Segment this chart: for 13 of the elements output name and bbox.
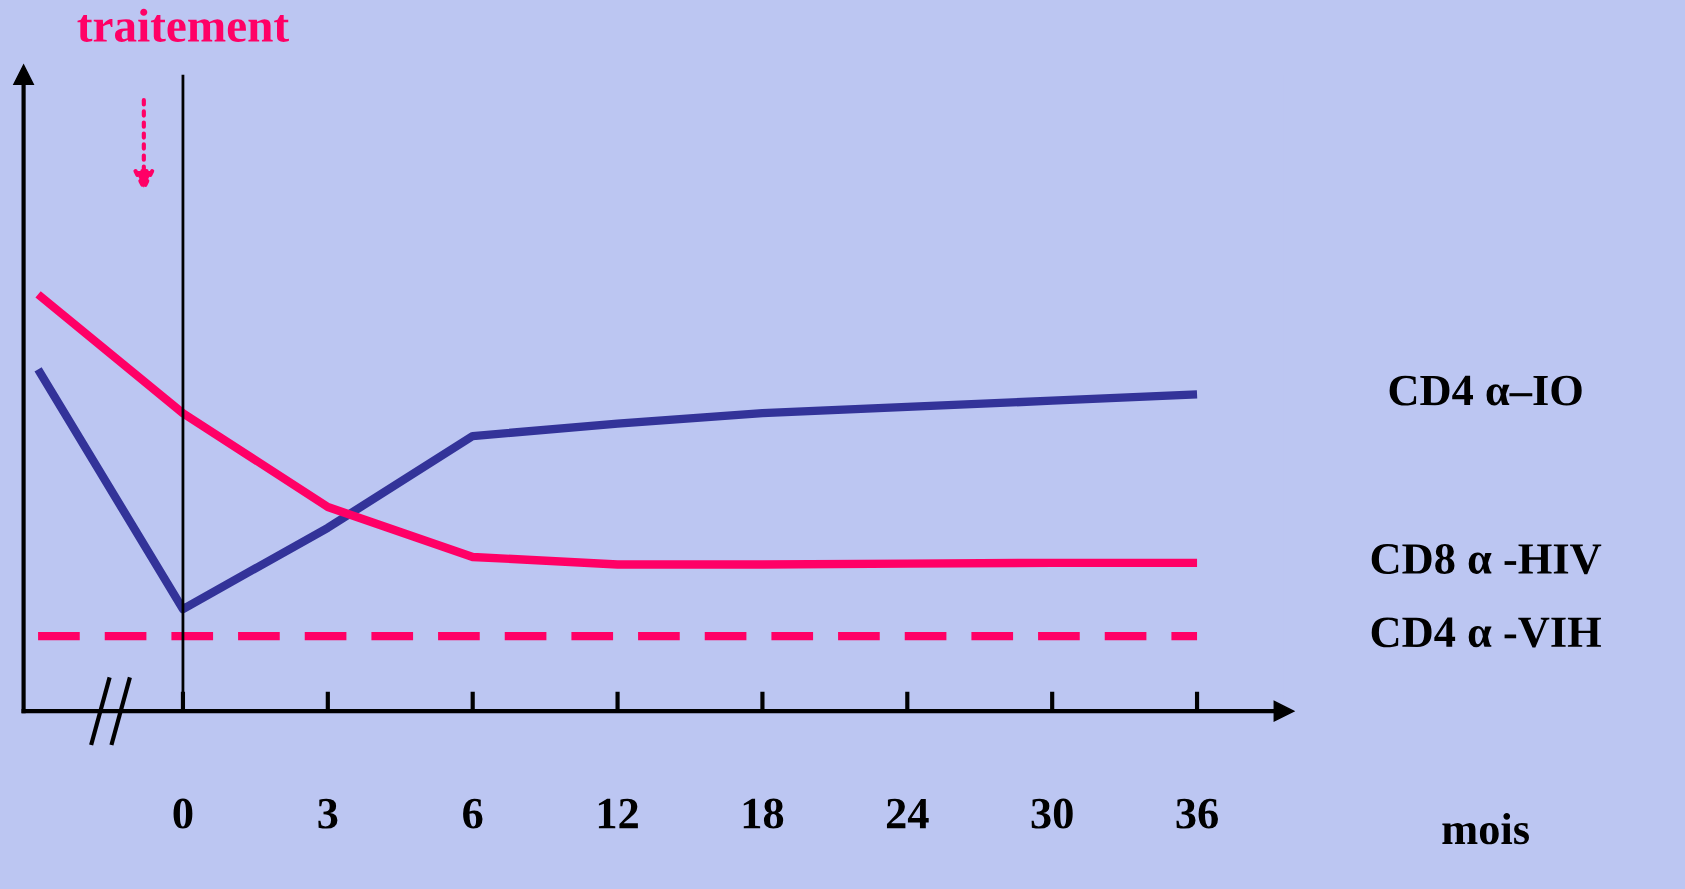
x-tick-label: 30	[1031, 798, 1073, 829]
x-tick-label: 18	[743, 798, 784, 829]
text: CD8 α -HIV	[1371, 543, 1602, 575]
x-axis-title: mois	[1442, 813, 1529, 845]
x-tick-label: 36	[1176, 798, 1218, 829]
x-tick-label: 24	[886, 798, 929, 829]
text: CD4 α -VIH	[1371, 617, 1601, 648]
x-tick-label: 3	[318, 798, 338, 829]
x-tick-label: 12	[598, 798, 638, 829]
text: CD4 α–IO	[1389, 375, 1582, 406]
text: traitement	[77, 8, 289, 42]
x-tick-label: 6	[463, 798, 483, 829]
x-tick-label: 0	[173, 798, 193, 829]
